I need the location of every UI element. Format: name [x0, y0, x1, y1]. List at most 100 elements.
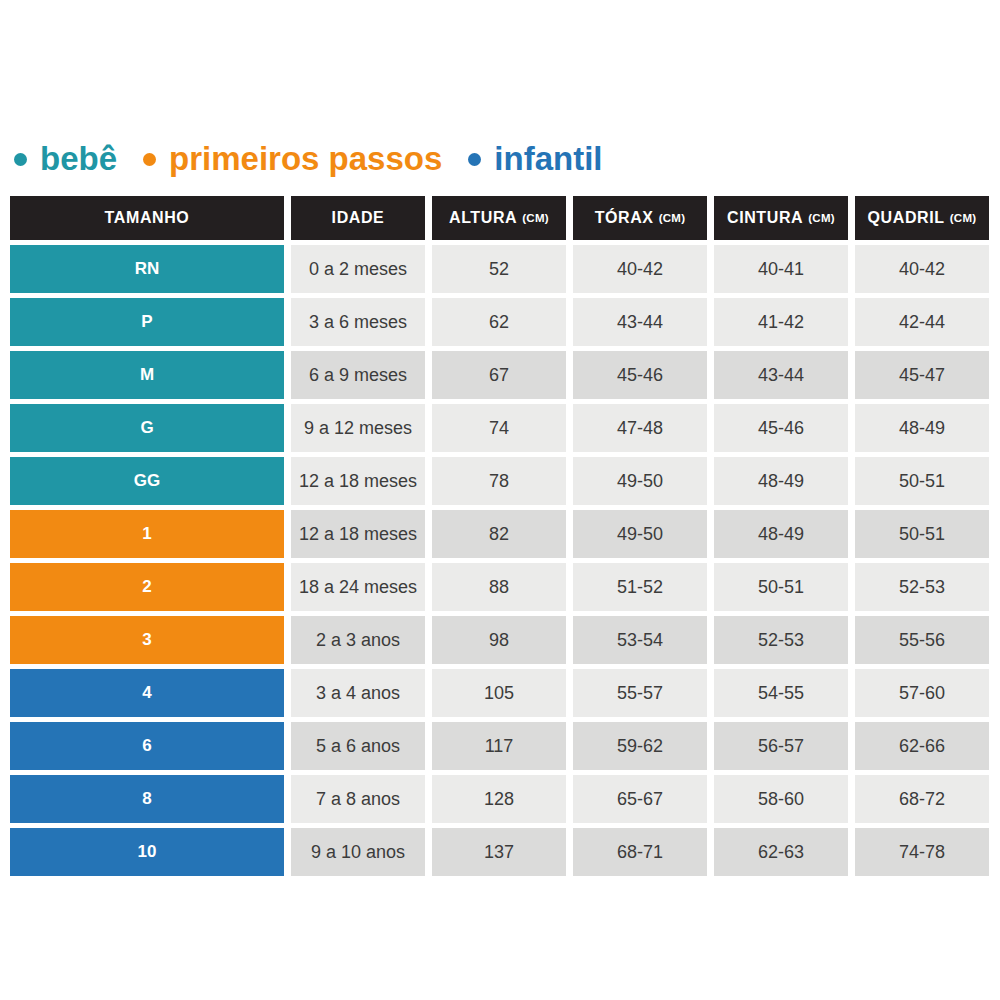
quadril-cell: 45-47 [855, 351, 989, 399]
size-cell-10: 10 [10, 828, 284, 876]
cintura-cell: 40-41 [714, 245, 848, 293]
altura-cell: 105 [432, 669, 566, 717]
idade-cell: 5 a 6 anos [291, 722, 425, 770]
torax-cell: 68-71 [573, 828, 707, 876]
size-cell-gg: GG [10, 457, 284, 505]
quadril-cell: 55-56 [855, 616, 989, 664]
size-cell-m: M [10, 351, 284, 399]
size-cell-4: 4 [10, 669, 284, 717]
header-label: QUADRIL [868, 209, 945, 227]
altura-cell: 67 [432, 351, 566, 399]
cintura-cell: 58-60 [714, 775, 848, 823]
column-header-torax: TÓRAX (CM) [573, 196, 707, 240]
header-label: ALTURA [449, 209, 517, 227]
cintura-cell: 48-49 [714, 510, 848, 558]
cintura-cell: 54-55 [714, 669, 848, 717]
altura-cell: 88 [432, 563, 566, 611]
legend-label-infantil: infantil [494, 141, 602, 177]
legend-item-infantil: infantil [468, 141, 602, 177]
torax-cell: 45-46 [573, 351, 707, 399]
size-table: TAMANHO IDADE ALTURA (CM) TÓRAX (CM) CIN… [10, 196, 989, 876]
cintura-cell: 52-53 [714, 616, 848, 664]
legend: bebê primeiros passos infantil [14, 141, 602, 177]
size-cell-2: 2 [10, 563, 284, 611]
size-cell-8: 8 [10, 775, 284, 823]
header-label: CINTURA [727, 209, 803, 227]
idade-cell: 12 a 18 meses [291, 510, 425, 558]
header-unit: (CM) [808, 212, 835, 224]
idade-cell: 7 a 8 anos [291, 775, 425, 823]
cintura-cell: 48-49 [714, 457, 848, 505]
idade-cell: 18 a 24 meses [291, 563, 425, 611]
cintura-cell: 50-51 [714, 563, 848, 611]
idade-cell: 12 a 18 meses [291, 457, 425, 505]
size-cell-rn: RN [10, 245, 284, 293]
torax-cell: 59-62 [573, 722, 707, 770]
size-chart-page: bebê primeiros passos infantil TAMANHO I… [0, 0, 1000, 1000]
bullet-icon [468, 153, 481, 166]
quadril-cell: 50-51 [855, 510, 989, 558]
altura-cell: 78 [432, 457, 566, 505]
quadril-cell: 40-42 [855, 245, 989, 293]
altura-cell: 117 [432, 722, 566, 770]
legend-label-primeiros-passos: primeiros passos [169, 141, 442, 177]
altura-cell: 137 [432, 828, 566, 876]
idade-cell: 9 a 10 anos [291, 828, 425, 876]
altura-cell: 62 [432, 298, 566, 346]
bullet-icon [143, 153, 156, 166]
torax-cell: 53-54 [573, 616, 707, 664]
cintura-cell: 43-44 [714, 351, 848, 399]
idade-cell: 3 a 4 anos [291, 669, 425, 717]
quadril-cell: 50-51 [855, 457, 989, 505]
altura-cell: 82 [432, 510, 566, 558]
quadril-cell: 68-72 [855, 775, 989, 823]
column-header-tamanho: TAMANHO [10, 196, 284, 240]
quadril-cell: 48-49 [855, 404, 989, 452]
quadril-cell: 57-60 [855, 669, 989, 717]
torax-cell: 43-44 [573, 298, 707, 346]
idade-cell: 3 a 6 meses [291, 298, 425, 346]
header-label: TÓRAX [595, 209, 654, 227]
torax-cell: 51-52 [573, 563, 707, 611]
torax-cell: 40-42 [573, 245, 707, 293]
header-label: IDADE [332, 209, 385, 227]
torax-cell: 49-50 [573, 457, 707, 505]
idade-cell: 9 a 12 meses [291, 404, 425, 452]
header-label: TAMANHO [105, 209, 190, 227]
legend-label-bebe: bebê [40, 141, 117, 177]
column-header-idade: IDADE [291, 196, 425, 240]
header-unit: (CM) [522, 212, 549, 224]
cintura-cell: 45-46 [714, 404, 848, 452]
cintura-cell: 56-57 [714, 722, 848, 770]
column-header-cintura: CINTURA (CM) [714, 196, 848, 240]
size-cell-g: G [10, 404, 284, 452]
quadril-cell: 42-44 [855, 298, 989, 346]
torax-cell: 47-48 [573, 404, 707, 452]
legend-item-primeiros-passos: primeiros passos [143, 141, 442, 177]
quadril-cell: 62-66 [855, 722, 989, 770]
column-header-quadril: QUADRIL (CM) [855, 196, 989, 240]
size-cell-1: 1 [10, 510, 284, 558]
idade-cell: 0 a 2 meses [291, 245, 425, 293]
cintura-cell: 62-63 [714, 828, 848, 876]
quadril-cell: 52-53 [855, 563, 989, 611]
torax-cell: 49-50 [573, 510, 707, 558]
bullet-icon [14, 153, 27, 166]
column-header-altura: ALTURA (CM) [432, 196, 566, 240]
size-cell-3: 3 [10, 616, 284, 664]
idade-cell: 6 a 9 meses [291, 351, 425, 399]
quadril-cell: 74-78 [855, 828, 989, 876]
legend-item-bebe: bebê [14, 141, 117, 177]
size-cell-p: P [10, 298, 284, 346]
altura-cell: 74 [432, 404, 566, 452]
altura-cell: 128 [432, 775, 566, 823]
header-unit: (CM) [659, 212, 686, 224]
altura-cell: 52 [432, 245, 566, 293]
torax-cell: 55-57 [573, 669, 707, 717]
header-unit: (CM) [950, 212, 977, 224]
torax-cell: 65-67 [573, 775, 707, 823]
altura-cell: 98 [432, 616, 566, 664]
idade-cell: 2 a 3 anos [291, 616, 425, 664]
cintura-cell: 41-42 [714, 298, 848, 346]
size-cell-6: 6 [10, 722, 284, 770]
